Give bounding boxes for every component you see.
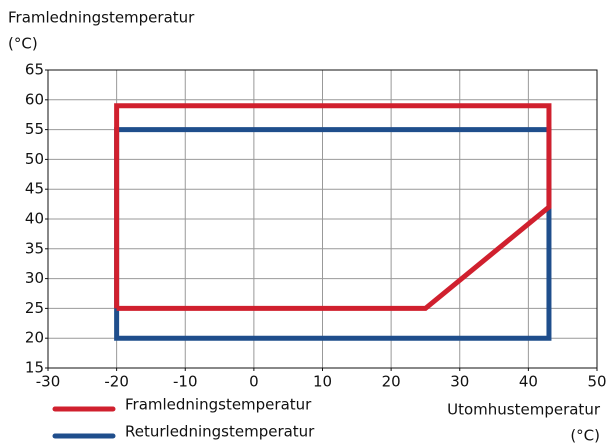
y-tick-label: 45 xyxy=(25,180,44,198)
x-tick-label: 40 xyxy=(519,373,538,391)
y-tick-label: 55 xyxy=(25,120,44,138)
x-axis-label: Utomhustemperatur xyxy=(447,401,601,419)
y-tick-label: 15 xyxy=(25,359,44,377)
y-tick-label: 35 xyxy=(25,239,44,257)
x-axis-label: (°C) xyxy=(570,427,600,445)
x-tick-label: -10 xyxy=(173,373,198,391)
y-tick-label: 50 xyxy=(25,150,44,168)
y-tick-label: 30 xyxy=(25,269,44,287)
legend-label: Framledningstemperatur xyxy=(125,396,312,414)
x-tick-label: -20 xyxy=(104,373,129,391)
y-tick-label: 65 xyxy=(25,61,44,79)
y-tick-label: 20 xyxy=(25,329,44,347)
legend-label: Returledningstemperatur xyxy=(125,423,315,441)
y-axis-label: Framledningstemperatur xyxy=(8,9,195,27)
y-tick-label: 60 xyxy=(25,90,44,108)
x-tick-label: 30 xyxy=(450,373,469,391)
x-tick-label: 20 xyxy=(382,373,401,391)
y-tick-label: 40 xyxy=(25,210,44,228)
y-axis-label: (°C) xyxy=(8,35,38,53)
x-tick-label: 10 xyxy=(313,373,332,391)
y-tick-label: 25 xyxy=(25,299,44,317)
plot-frame xyxy=(47,69,598,369)
x-tick-label: -30 xyxy=(36,373,61,391)
x-tick-label: 50 xyxy=(587,373,606,391)
series-line xyxy=(114,103,552,311)
x-tick-label: 0 xyxy=(249,373,259,391)
